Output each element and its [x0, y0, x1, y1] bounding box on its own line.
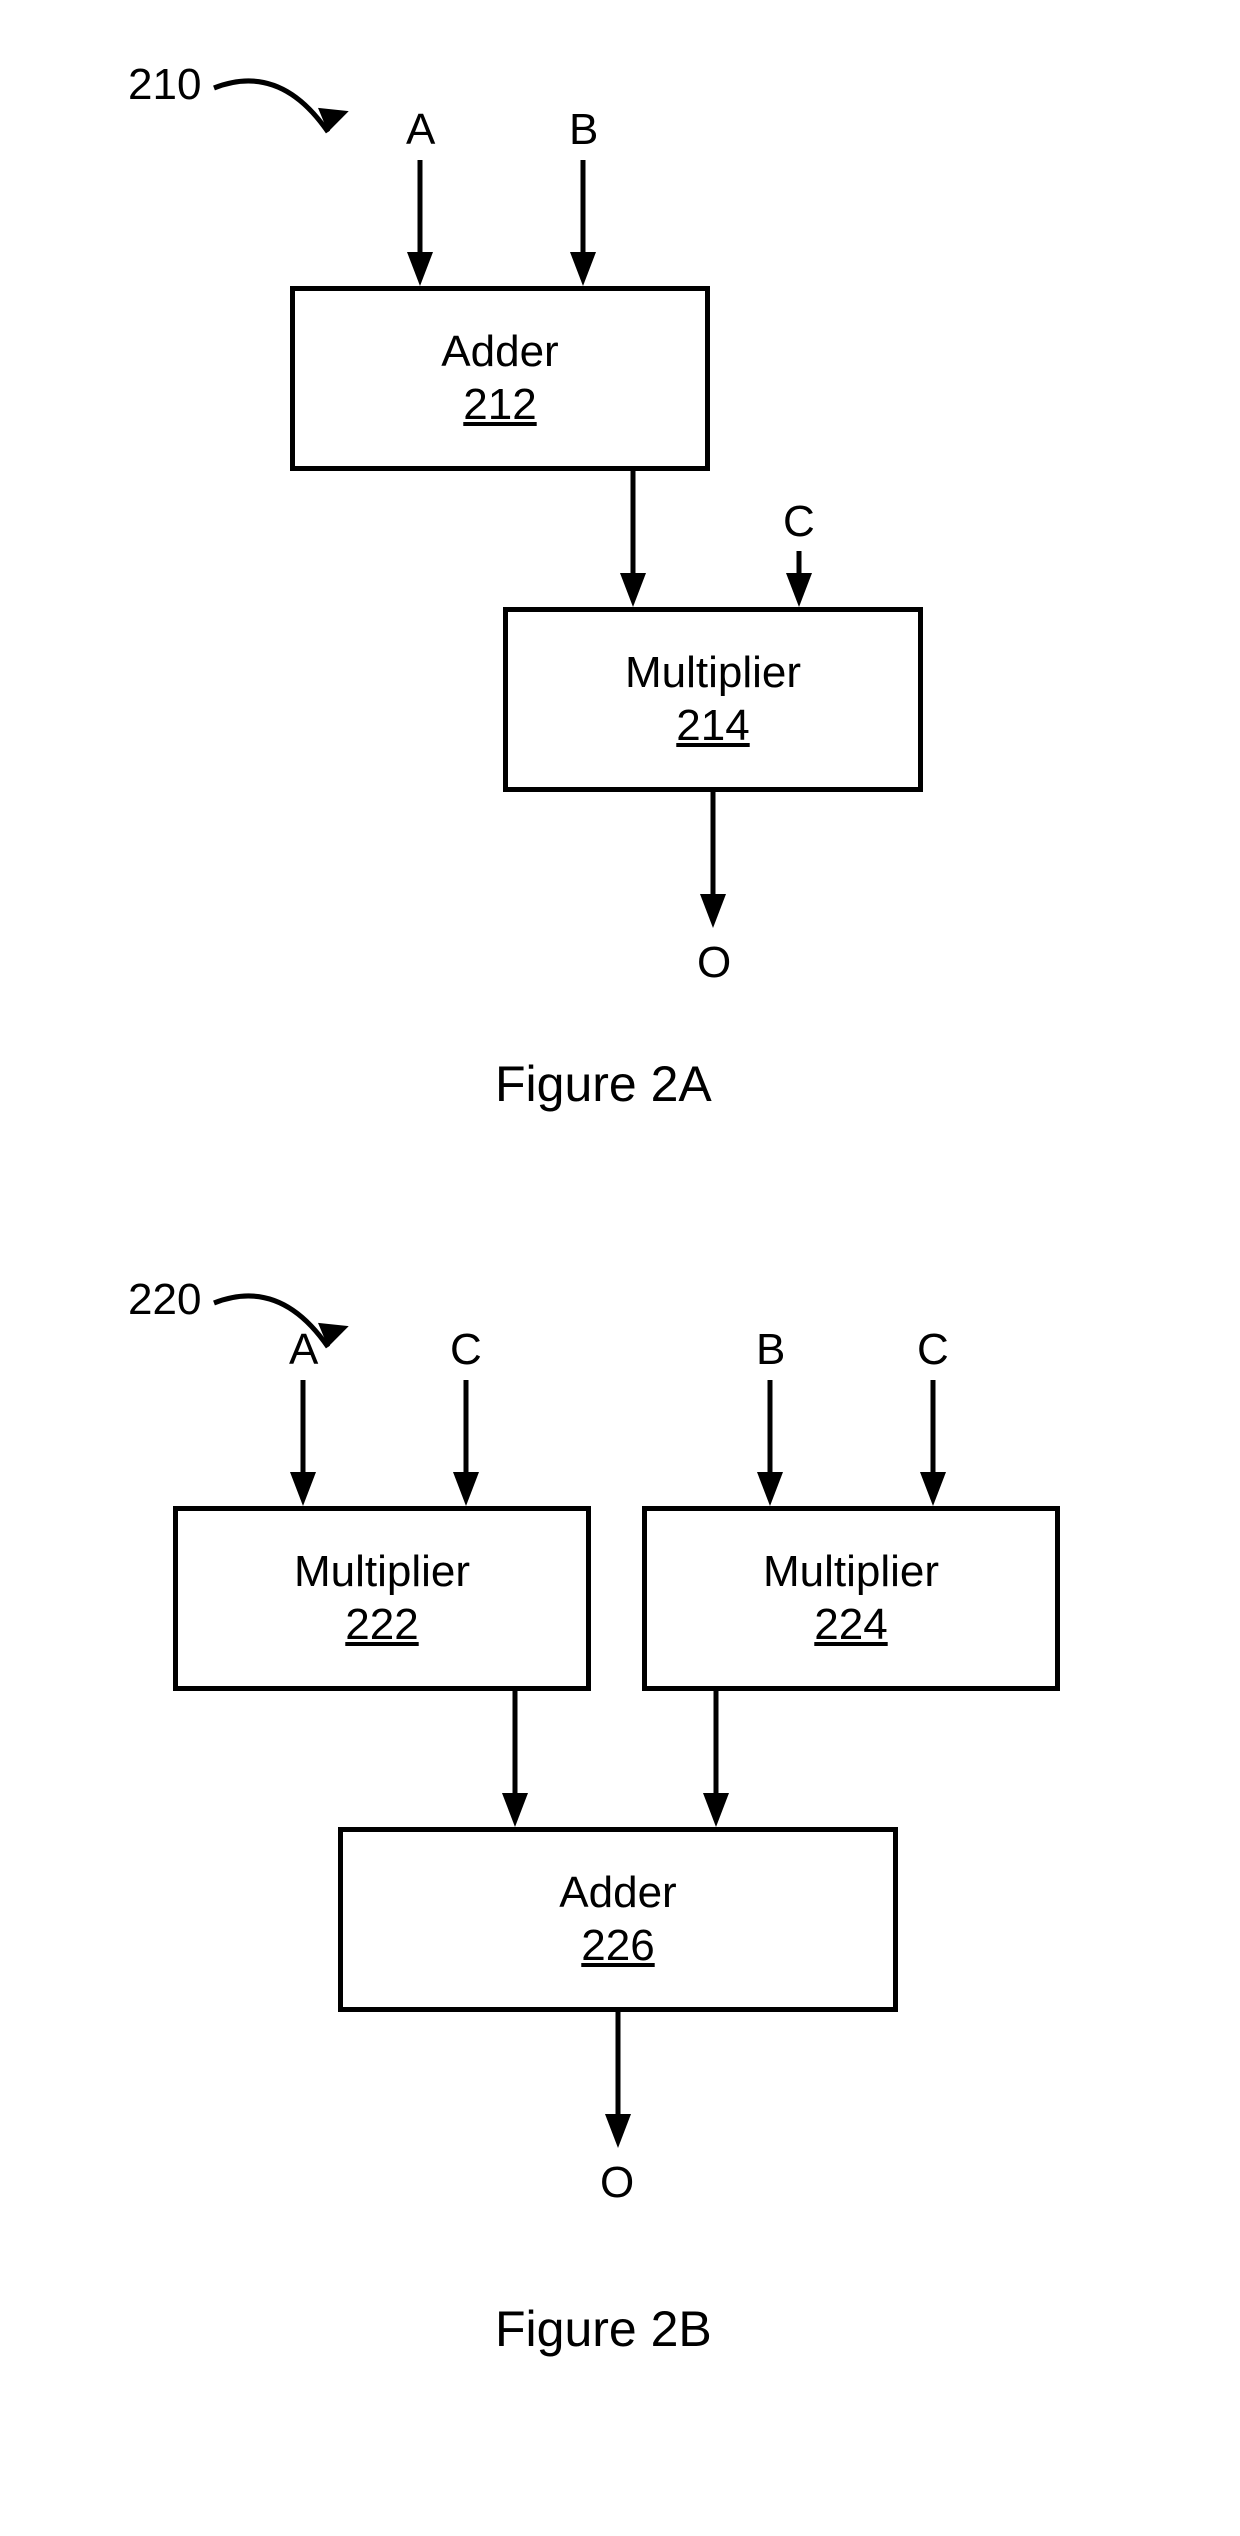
adder-title-2b: Adder: [559, 1867, 676, 1920]
caption-2b: Figure 2B: [495, 2300, 712, 2358]
input-label-b-2b: B: [756, 1325, 785, 1375]
arrow-adder-to-o-2b: [605, 2012, 635, 2152]
arrow-mult-l-to-adder: [502, 1691, 532, 1831]
ref-label-210: 210: [128, 60, 201, 110]
input-label-a-2b: A: [289, 1325, 318, 1375]
arrow-b-to-adder: [570, 160, 600, 290]
page: 210 A B Adder 212 C Multiplier 214 O: [0, 0, 1240, 2536]
multiplier-left-title-2b: Multiplier: [294, 1546, 470, 1599]
input-label-c1-2b: C: [450, 1325, 482, 1375]
arrow-mult-to-o-2a: [700, 792, 730, 932]
input-label-a-2a: A: [406, 105, 435, 155]
caption-2a: Figure 2A: [495, 1055, 712, 1113]
arrow-c-to-mult: [786, 551, 816, 611]
adder-box-2b: Adder 226: [338, 1827, 898, 2012]
multiplier-right-num-2b: 224: [814, 1599, 887, 1652]
arrow-c1-to-mult-l: [453, 1380, 483, 1510]
multiplier-left-box-2b: Multiplier 222: [173, 1506, 591, 1691]
ref-label-220: 220: [128, 1275, 201, 1325]
output-label-o-2b: O: [600, 2158, 634, 2208]
multiplier-right-title-2b: Multiplier: [763, 1546, 939, 1599]
adder-num-2a: 212: [463, 379, 536, 432]
arrow-adder-to-mult: [620, 471, 650, 611]
input-label-b-2a: B: [569, 105, 598, 155]
adder-title-2a: Adder: [441, 326, 558, 379]
multiplier-title-2a: Multiplier: [625, 647, 801, 700]
adder-num-2b: 226: [581, 1920, 654, 1973]
input-label-c-2a: C: [783, 497, 815, 547]
arrow-a-to-adder: [407, 160, 437, 290]
output-label-o-2a: O: [697, 938, 731, 988]
arrow-b-to-mult-r: [757, 1380, 787, 1510]
multiplier-box-2a: Multiplier 214: [503, 607, 923, 792]
input-label-c2-2b: C: [917, 1325, 949, 1375]
multiplier-left-num-2b: 222: [345, 1599, 418, 1652]
multiplier-num-2a: 214: [676, 700, 749, 753]
arrow-c2-to-mult-r: [920, 1380, 950, 1510]
arrow-a-to-mult-l: [290, 1380, 320, 1510]
adder-box-2a: Adder 212: [290, 286, 710, 471]
ref-arrow-210: [210, 70, 370, 190]
multiplier-right-box-2b: Multiplier 224: [642, 1506, 1060, 1691]
arrow-mult-r-to-adder: [703, 1691, 733, 1831]
